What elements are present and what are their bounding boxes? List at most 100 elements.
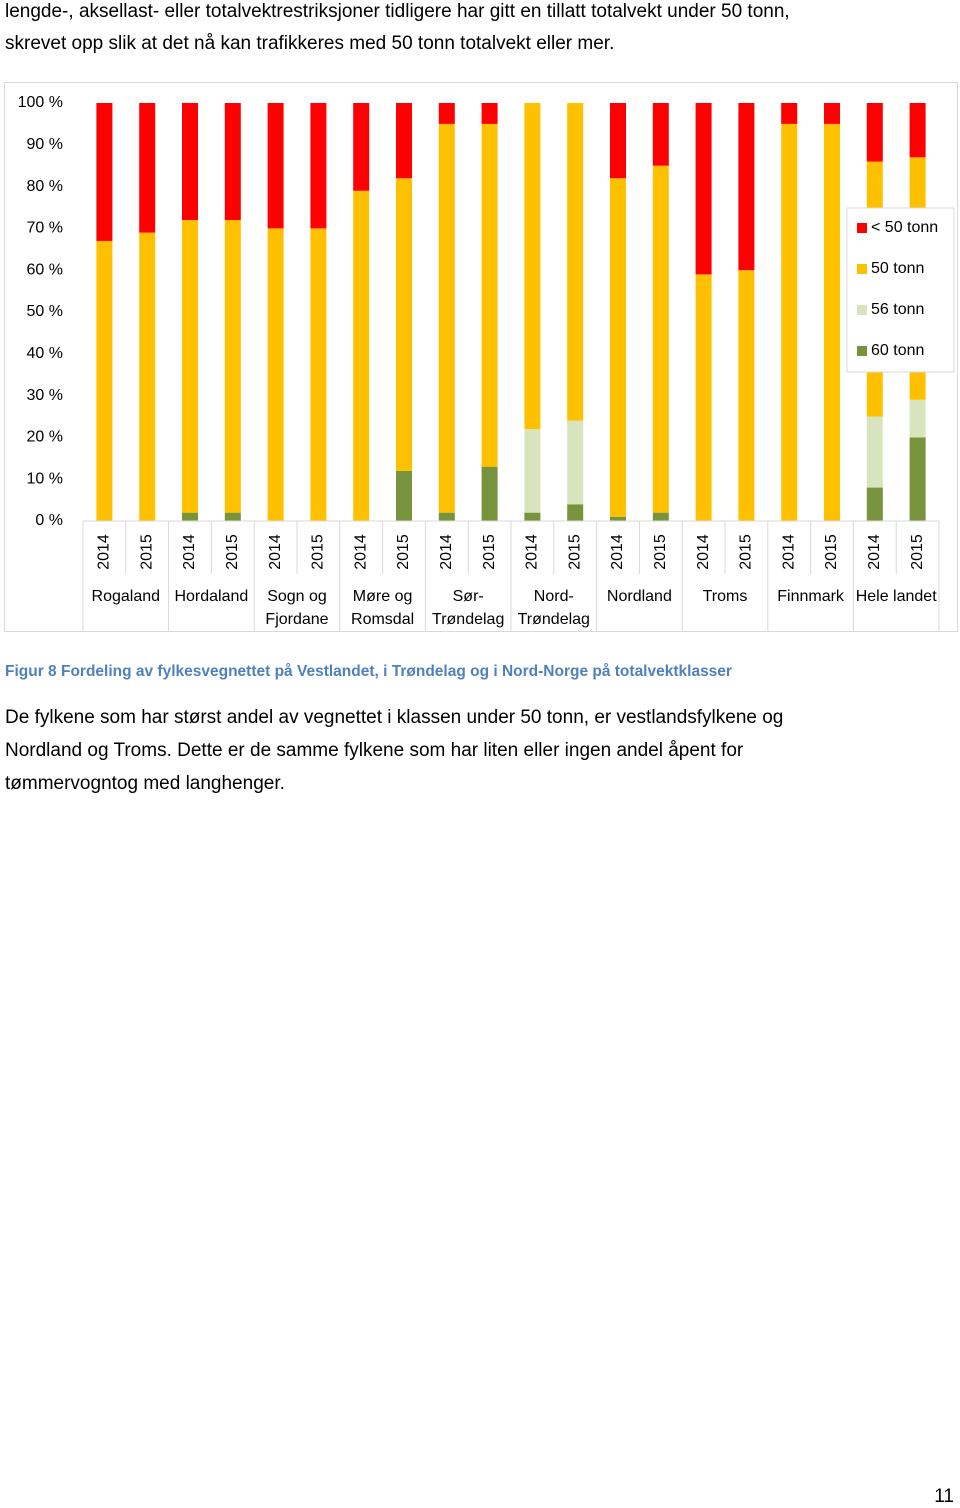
legend-label: 56 tonn (871, 301, 924, 318)
bar-segment (524, 512, 541, 521)
bar-segment (396, 103, 412, 179)
legend-label: < 50 tonn (871, 219, 938, 236)
y-tick-label: 50 % (27, 303, 63, 320)
bar-segment (652, 512, 669, 521)
bar-segment (396, 178, 412, 471)
bar-segment (396, 470, 412, 521)
bar-segment (310, 228, 327, 521)
bar-segment (866, 416, 883, 488)
chart-svg: 0 % 10 % 20 % 30 % 40 % 50 % 60 % 70 % 80 % 90 % 1… (18, 94, 955, 631)
x-tick-label: 2014 (267, 534, 284, 570)
legend-swatch (857, 223, 867, 233)
bar-segment (96, 240, 113, 521)
x-tick-label: 2015 (395, 534, 412, 570)
x-tick-label: 2014 (524, 534, 541, 570)
group-label: Hele landet (855, 588, 937, 605)
bar-segment (96, 103, 113, 241)
y-tick-label: 30 % (27, 387, 63, 404)
y-tick-label: 60 % (27, 261, 63, 278)
x-tick-label: 2015 (652, 534, 669, 570)
y-tick-label: 80 % (27, 178, 63, 195)
group-label: Nord-Trøndelag (517, 588, 590, 628)
bar-segment (139, 232, 156, 521)
bar-segment (738, 270, 755, 521)
y-tick-label: 10 % (27, 470, 63, 487)
intro-line: skrevet opp slik at det nå kan trafikker… (5, 33, 615, 54)
page-number: 11 (934, 1486, 954, 1507)
bar-segment (481, 123, 498, 467)
group-label: Møre og Romsdal (351, 588, 415, 628)
bar-segment (139, 103, 156, 233)
x-tick-label: 2014 (352, 534, 369, 570)
bar-segment (438, 123, 455, 513)
x-tick-label: 2014 (181, 534, 198, 570)
bar-segment (524, 103, 541, 430)
x-tick-label: 2014 (96, 534, 113, 570)
bar-segment (909, 437, 926, 521)
y-tick-label: 70 % (27, 220, 63, 237)
x-tick-label: 2014 (780, 534, 797, 570)
bar-segment (438, 103, 455, 124)
legend-label: 60 tonn (871, 342, 924, 359)
bar-segment (652, 103, 669, 166)
group-label: Troms (702, 588, 748, 605)
bar-segment (781, 103, 798, 124)
bar-segment (610, 178, 626, 517)
group-label: Sør-Trøndelag (432, 588, 505, 628)
legend-box (846, 207, 955, 373)
bar-segment (909, 399, 926, 438)
bar-segment (567, 103, 584, 421)
figure-caption: Figur 8 Fordeling av fylkesvegnettet på … (5, 663, 732, 680)
legend-swatch (857, 346, 867, 356)
bar-segment (866, 103, 883, 162)
x-tick-label: 2015 (738, 534, 755, 570)
group-label: Rogaland (91, 588, 161, 605)
x-tick-label: 2015 (310, 534, 327, 570)
group-label: Sogn og Fjordane (265, 588, 329, 628)
x-tick-label: 2015 (909, 534, 926, 570)
x-tick-label: 2014 (438, 534, 455, 570)
y-tick-label: 40 % (27, 345, 63, 362)
body-line: tømmervogntog med langhenger. (5, 773, 285, 794)
body-line: Nordland og Troms. Dette er de samme fyl… (5, 740, 744, 761)
bar-segment (353, 190, 370, 521)
x-tick-label: 2014 (609, 534, 626, 570)
bar-segment (738, 103, 755, 271)
group-label: Finnmark (777, 588, 844, 605)
bar-segment (824, 103, 840, 124)
bar-segment (182, 220, 198, 513)
x-tick-label: 2015 (138, 534, 155, 570)
group-label: Nordland (606, 588, 672, 605)
bar-segment (224, 512, 241, 521)
x-tick-label: 2015 (823, 534, 840, 570)
bar-segment (567, 504, 584, 521)
bar-segment (524, 429, 541, 513)
legend-label: 50 tonn (871, 260, 924, 277)
x-tick-label: 2015 (566, 534, 583, 570)
bar-segment (267, 103, 284, 229)
bar-segment (824, 123, 840, 522)
bar-segment (481, 103, 498, 124)
intro-line: lengde-, aksellast- eller totalvektrestr… (5, 1, 790, 22)
legend-swatch (857, 264, 867, 274)
chart: 0 % 10 % 20 % 30 % 40 % 50 % 60 % 70 % 80 % 90 % 1… (4, 82, 958, 632)
bar-segment (438, 512, 455, 521)
bar-segment (353, 103, 370, 191)
bar-segment (610, 516, 626, 521)
x-tick-label: 2015 (224, 534, 241, 570)
bar-segment (182, 103, 198, 221)
bar-segment (695, 103, 712, 275)
body-line: De fylkene som har størst andel av vegne… (5, 707, 784, 728)
bar-segment (481, 466, 498, 521)
bar-segment (610, 103, 626, 179)
legend-swatch (857, 305, 867, 315)
bar-segment (310, 103, 327, 229)
bar-segment (567, 420, 584, 505)
x-tick-label: 2015 (481, 534, 498, 570)
y-tick-label: 20 % (27, 429, 63, 446)
bar-segment (182, 512, 198, 521)
y-tick-label: 90 % (27, 136, 63, 153)
y-tick-label: 100 % (18, 94, 63, 111)
